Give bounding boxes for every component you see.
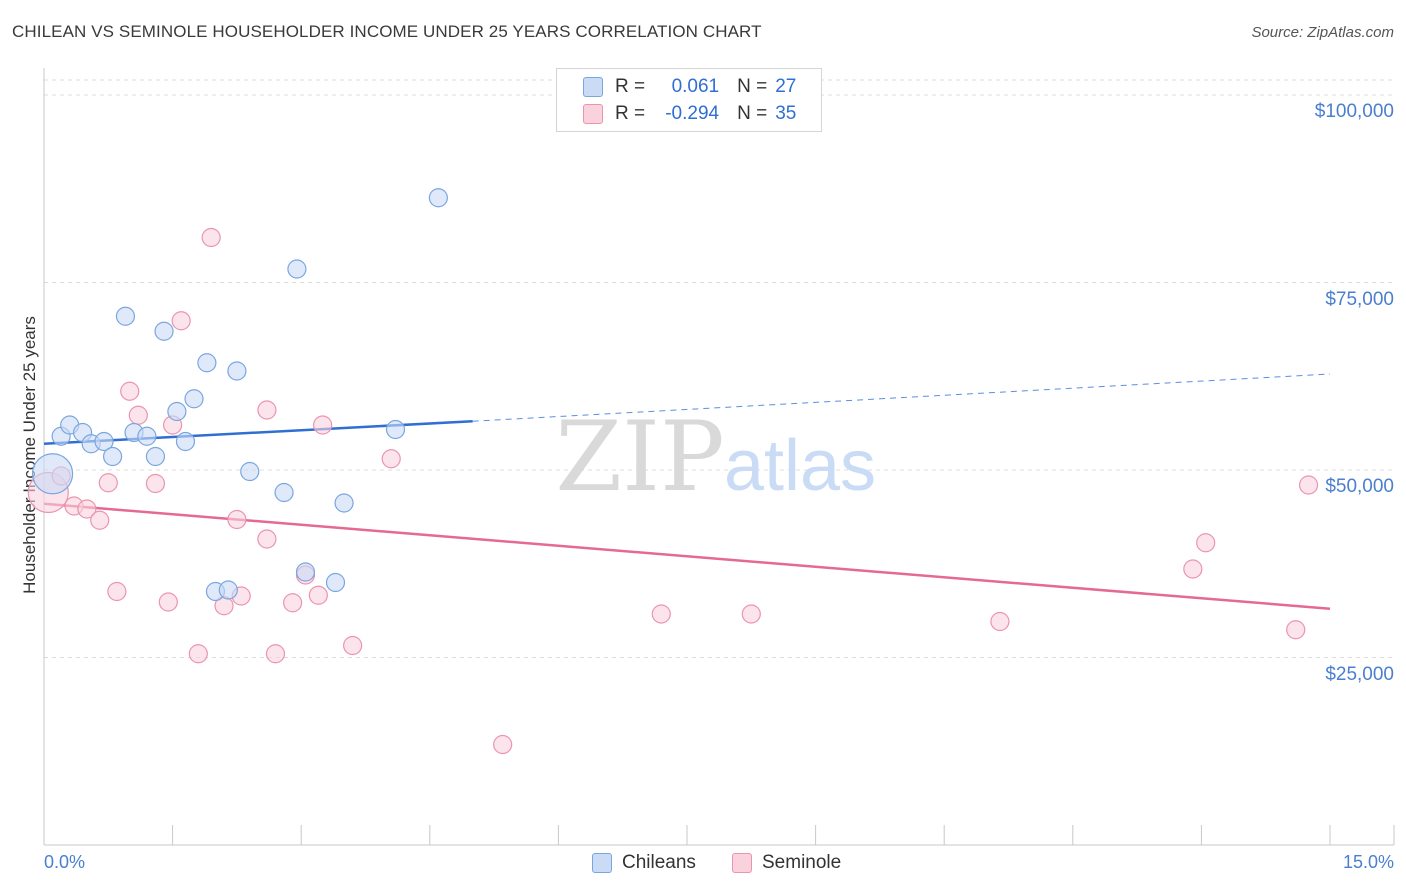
chileans-point (227, 361, 247, 381)
chileans-point (102, 446, 123, 467)
seminole-point (98, 473, 118, 493)
chileans-point (175, 431, 196, 452)
seminole-point (257, 400, 277, 420)
chileans-point (385, 419, 406, 440)
bottom-legend-swatch-seminole (732, 853, 752, 873)
legend-n-label: N = (737, 76, 768, 97)
bottom-legend-label-seminole: Seminole (762, 852, 842, 873)
bottom-legend-chileans: Chileans (592, 852, 696, 874)
chileans-point (94, 431, 114, 452)
seminole-point (1298, 475, 1319, 495)
bottom-legend-seminole: Seminole (732, 852, 841, 874)
seminole-point (158, 592, 178, 612)
legend-n-label: N = (737, 103, 768, 124)
seminole-point (120, 381, 140, 401)
seminole-point (1286, 620, 1306, 640)
data-points (27, 188, 1319, 755)
seminole-point (107, 581, 127, 602)
legend-row-seminole: R = -0.294 N = 35 (583, 102, 796, 126)
legend-box: R = 0.061 N = 27 R = -0.294 N = 35 (556, 68, 822, 132)
seminole-point (313, 415, 333, 435)
watermark: ZIP atlas (555, 401, 876, 513)
seminole-point (257, 529, 277, 549)
chileans-point (295, 562, 316, 582)
chileans-point (115, 306, 136, 326)
chileans-point (137, 426, 157, 446)
seminole-point (1196, 533, 1216, 553)
chart-title: CHILEAN VS SEMINOLE HOUSEHOLDER INCOME U… (12, 22, 762, 41)
chileans-point (145, 446, 166, 467)
seminole-point (145, 473, 166, 494)
legend-r-label: R = (615, 76, 646, 97)
seminole-point (227, 509, 247, 530)
chileans-point (428, 188, 448, 208)
legend-r-label: R = (615, 103, 646, 124)
x-tick-label-min: 0.0% (44, 852, 86, 872)
axes (43, 68, 1395, 846)
seminole-point (90, 510, 110, 530)
source-label: Source: ZipAtlas.com (1251, 24, 1394, 41)
y-tick-label: $75,000 (1325, 288, 1394, 310)
y-tick-label: $25,000 (1325, 663, 1394, 685)
seminole-point (493, 734, 513, 755)
watermark-atlas: atlas (724, 426, 876, 506)
chileans-point (154, 321, 174, 341)
bottom-legend-swatch-chileans (592, 853, 612, 873)
seminole-point (381, 449, 401, 469)
chileans-point (218, 580, 238, 600)
seminole-point (283, 593, 303, 613)
legend-swatch-chileans (583, 77, 603, 97)
seminole-point (651, 604, 671, 624)
chileans-point (31, 453, 74, 495)
seminole-point (188, 644, 208, 664)
chileans-point (197, 353, 217, 373)
legend-r-value: 0.061 (671, 76, 720, 97)
trend-line-chileans-extension (472, 373, 1331, 422)
legend-r-value: -0.294 (665, 103, 720, 124)
y-tick-label: $100,000 (1314, 101, 1394, 122)
trend-line-seminole (43, 502, 1331, 610)
seminole-point (128, 405, 148, 425)
chileans-point (334, 493, 354, 513)
y-tick-label: $50,000 (1325, 476, 1394, 497)
chileans-point (240, 461, 260, 482)
seminole-point (741, 604, 761, 624)
seminole-point (343, 635, 363, 656)
x-tick-label-max: 15.0% (1342, 852, 1394, 872)
legend-n-value: 35 (775, 103, 797, 124)
chileans-point (287, 259, 307, 279)
watermark-zip: ZIP (555, 401, 724, 513)
chileans-point (274, 482, 294, 503)
legend-n-value: 27 (775, 76, 797, 97)
seminole-point (77, 499, 97, 519)
seminole-point (171, 311, 191, 331)
chileans-point (325, 572, 346, 593)
bottom-legend-label-chileans: Chileans (622, 852, 696, 873)
seminole-point (1183, 559, 1203, 579)
seminole-point (308, 585, 328, 605)
seminole-point (990, 611, 1010, 632)
seminole-point (265, 644, 286, 664)
chileans-point (184, 389, 204, 409)
legend-swatch-seminole (583, 104, 603, 124)
legend-row-chileans: R = 0.061 N = 27 (583, 75, 796, 99)
seminole-point (201, 227, 221, 248)
chileans-point (167, 401, 187, 422)
